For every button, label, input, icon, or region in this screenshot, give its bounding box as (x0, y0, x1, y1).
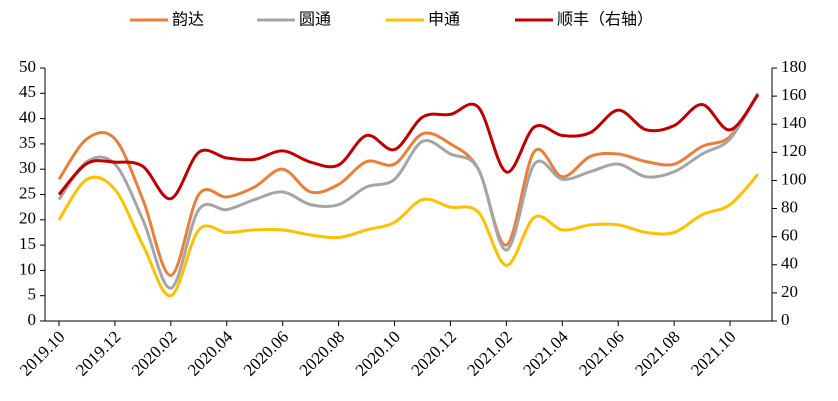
series-line (57, 93, 760, 201)
y-tick-label: 50 (19, 57, 36, 76)
y-tick-label: 45 (19, 82, 36, 101)
y2-tick-label: 40 (781, 254, 798, 273)
y2-tick-label: 140 (781, 113, 807, 132)
legend-label: 圆通 (299, 10, 331, 29)
y2-tick-label: 20 (781, 282, 798, 301)
y2-tick-label: 0 (781, 310, 790, 329)
y-tick-label: 30 (19, 158, 36, 177)
x-tick-label: 2020.10 (352, 327, 405, 380)
y2-tick-label: 120 (781, 141, 807, 160)
x-tick-label: 2021.04 (519, 327, 572, 380)
y-tick-label: 35 (19, 133, 36, 152)
x-tick-label: 2020.08 (296, 327, 349, 380)
x-tick-label: 2021.08 (631, 327, 684, 380)
x-tick-label: 2019.10 (16, 327, 69, 380)
x-tick-label: 2020.02 (128, 327, 181, 380)
x-tick-label: 2020.04 (184, 327, 237, 380)
y2-tick-label: 180 (781, 57, 807, 76)
y-tick-label: 20 (19, 209, 36, 228)
series-line (57, 92, 760, 277)
x-tick-label: 2021.02 (463, 327, 516, 380)
x-tick-label: 2020.06 (240, 327, 293, 380)
y-tick-label: 5 (28, 285, 37, 304)
y-tick-label: 0 (28, 310, 37, 329)
y-tick-label: 25 (19, 183, 36, 202)
series-line (57, 92, 760, 290)
series-line (57, 173, 760, 298)
y-tick-label: 10 (19, 259, 36, 278)
y2-tick-label: 100 (781, 169, 807, 188)
y2-tick-label: 60 (781, 226, 798, 245)
x-tick-label: 2021.06 (575, 327, 628, 380)
y2-tick-label: 160 (781, 85, 807, 104)
legend-label: 韵达 (172, 10, 204, 29)
x-tick-label: 2019.12 (72, 327, 125, 380)
y2-tick-label: 80 (781, 197, 798, 216)
x-tick-label: 2020.12 (408, 327, 461, 380)
legend-label: 顺丰（右轴） (557, 10, 653, 29)
x-tick-label: 2021.10 (687, 327, 740, 380)
y-tick-label: 40 (19, 108, 36, 127)
legend-label: 申通 (428, 10, 460, 29)
y-tick-label: 15 (19, 234, 36, 253)
